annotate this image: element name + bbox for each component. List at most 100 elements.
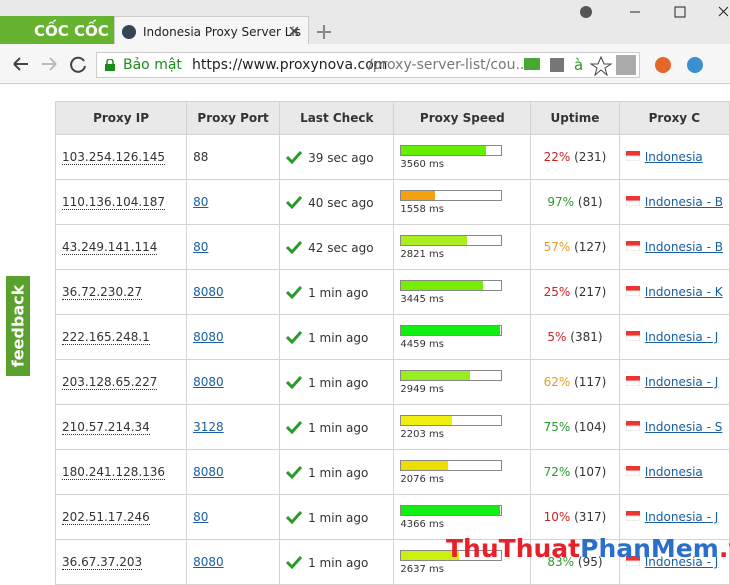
proxy-ip[interactable]: 222.165.248.1	[62, 330, 150, 345]
uptime-percent: 5%	[547, 330, 567, 344]
check-icon	[286, 195, 303, 209]
column-header[interactable]: Proxy Speed	[393, 101, 532, 135]
browser-logo[interactable]: CỐC CỐC	[0, 16, 114, 46]
last-check: 1 min ago	[308, 420, 369, 435]
toolbar-icons[interactable]: à	[524, 54, 724, 76]
uptime-count: (381)	[570, 330, 603, 344]
flag-icon	[625, 421, 641, 432]
country[interactable]: Indonesia - J	[644, 510, 719, 524]
table-body: 103.254.126.145 88 39 sec ago 3560 ms 22% (2…	[54, 134, 730, 585]
proxy-port[interactable]: 3128	[193, 420, 224, 434]
speed-bar-track	[400, 504, 503, 516]
table-row: 222.165.248.1 8080 1 min ago 4459 ms 5% (381…	[54, 314, 730, 360]
proxy-port[interactable]: 8080	[193, 375, 224, 389]
uptime-count: (81)	[577, 195, 603, 209]
cell: Indonesia - J	[618, 494, 730, 540]
country[interactable]: Indonesia - S	[644, 420, 723, 434]
flag-icon	[625, 376, 641, 387]
country[interactable]: Indonesia - B	[644, 240, 723, 254]
cell: 22% (231)	[530, 134, 620, 180]
proxy-ip[interactable]: 36.67.37.203	[62, 555, 143, 570]
speed-bar	[401, 460, 449, 470]
watermark-part: .vn	[718, 534, 730, 563]
omnibox[interactable]: Bảo mật https://www.proxynova.com/proxy-…	[96, 52, 640, 78]
proxy-port[interactable]: 80	[193, 240, 209, 254]
country[interactable]: Indonesia - B	[644, 195, 723, 209]
uptime-count: (127)	[574, 240, 607, 254]
proxy-ip[interactable]: 180.241.128.136	[62, 465, 166, 480]
column-header[interactable]: Proxy Port	[186, 101, 281, 135]
proxy-ip[interactable]: 110.136.104.187	[62, 195, 166, 210]
table-row: 36.67.37.203 8080 1 min ago 2637 ms 83% (95)…	[54, 539, 730, 585]
proxy-ip[interactable]: 202.51.17.246	[62, 510, 150, 525]
feedback-tab[interactable]: feedback	[6, 276, 30, 376]
uptime-count: (317)	[574, 510, 607, 524]
nav-buttons[interactable]	[12, 55, 88, 73]
cell: 1558 ms	[393, 179, 532, 225]
cell: 8080	[186, 449, 281, 495]
proxy-port[interactable]: 80	[193, 195, 209, 209]
country[interactable]: Indonesia - J	[644, 330, 719, 344]
speed-bar-track	[400, 189, 503, 201]
watermark-part: Thu	[446, 534, 499, 563]
table-row: 103.254.126.145 88 39 sec ago 3560 ms 22% (2…	[54, 134, 730, 180]
check-icon	[286, 375, 303, 389]
speed-bar-track	[400, 144, 503, 156]
last-check: 1 min ago	[308, 510, 369, 525]
country[interactable]: Indonesia	[644, 465, 703, 479]
country[interactable]: Indonesia	[644, 150, 703, 164]
speed-bar	[401, 325, 501, 335]
url-path: /proxy-server-list/cou...	[368, 57, 529, 73]
cell: 180.241.128.136	[54, 449, 188, 495]
column-header[interactable]: Proxy IP	[54, 101, 188, 135]
proxy-ip[interactable]: 103.254.126.145	[62, 150, 166, 165]
cell: 8080	[186, 314, 281, 360]
column-header[interactable]: Last Check	[279, 101, 395, 135]
proxy-ip[interactable]: 203.128.65.227	[62, 375, 158, 390]
speed-ms: 2949 ms	[400, 383, 445, 395]
speed-ms: 3560 ms	[400, 158, 445, 170]
cell: 4459 ms	[393, 314, 532, 360]
speed-bar-track	[400, 369, 503, 381]
column-header[interactable]: Uptime	[530, 101, 620, 135]
country[interactable]: Indonesia - J	[644, 375, 719, 389]
watermark-part: PhanMem	[580, 534, 719, 563]
proxy-ip[interactable]: 43.249.141.114	[62, 240, 158, 255]
last-check: 1 min ago	[308, 465, 369, 480]
proxy-port[interactable]: 8080	[193, 285, 224, 299]
table-row: 180.241.128.136 8080 1 min ago 2076 ms 72% (…	[54, 449, 730, 495]
proxy-port[interactable]: 8080	[193, 465, 224, 479]
speed-bar	[401, 145, 487, 155]
country[interactable]: Indonesia - K	[644, 285, 723, 299]
check-icon	[286, 150, 303, 164]
cell: 110.136.104.187	[54, 179, 188, 225]
tab[interactable]: Indonesia Proxy Server Lis	[114, 16, 309, 46]
cell: 210.57.214.34	[54, 404, 188, 450]
speed-bar-track	[400, 549, 503, 561]
proxy-ip[interactable]: 210.57.214.34	[62, 420, 150, 435]
uptime-percent: 75%	[543, 420, 571, 434]
proxy-port: 88	[193, 150, 209, 164]
cell: 80	[186, 179, 281, 225]
country[interactable]: Indonesia - J	[644, 555, 719, 569]
table-row: 43.249.141.114 80 42 sec ago 2821 ms 57% (12…	[54, 224, 730, 270]
uptime-count: (95)	[577, 555, 603, 569]
cell: 8080	[186, 269, 281, 315]
new-tab[interactable]	[316, 24, 332, 40]
last-check: 1 min ago	[308, 285, 369, 300]
speed-bar-track	[400, 234, 503, 246]
proxy-ip[interactable]: 36.72.230.27	[62, 285, 143, 300]
last-check: 1 min ago	[308, 375, 369, 390]
speed-bar-track	[400, 279, 503, 291]
proxy-port[interactable]: 8080	[193, 330, 224, 344]
speed-ms: 4366 ms	[400, 518, 445, 530]
uptime-count: (231)	[574, 150, 607, 164]
cell: 1 min ago	[279, 404, 395, 450]
tab-close[interactable]	[289, 26, 299, 36]
speed-ms: 2821 ms	[400, 248, 445, 260]
proxy-port[interactable]: 8080	[193, 555, 224, 569]
cell: Indonesia - J	[618, 359, 730, 405]
column-header[interactable]: Proxy C	[618, 101, 730, 135]
window-controls[interactable]	[578, 4, 728, 20]
proxy-port[interactable]: 80	[193, 510, 209, 524]
